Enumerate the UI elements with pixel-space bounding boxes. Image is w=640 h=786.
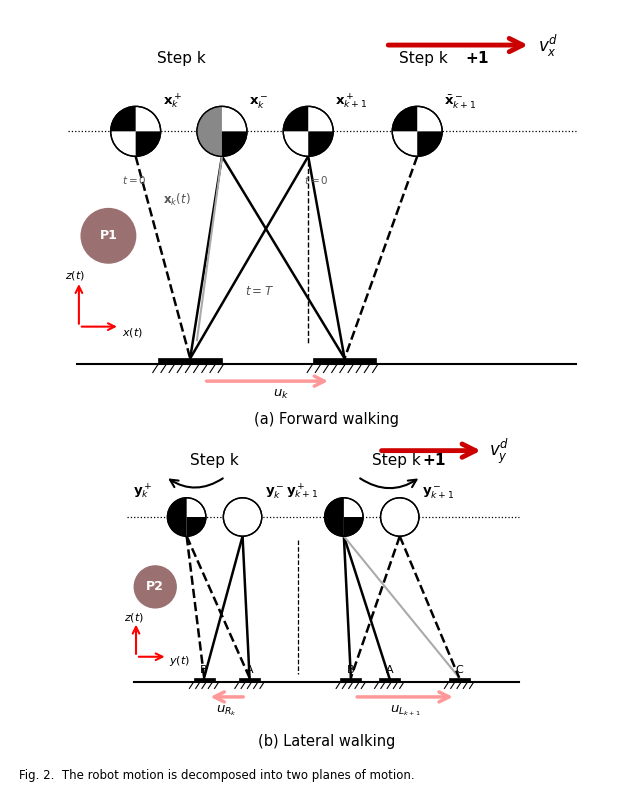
Text: $\mathbf{x}_k^-$: $\mathbf{x}_k^-$ bbox=[249, 95, 268, 111]
Text: (a) Forward walking: (a) Forward walking bbox=[254, 412, 399, 427]
Text: P2: P2 bbox=[147, 580, 164, 593]
Text: $\mathbf{+1}$: $\mathbf{+1}$ bbox=[465, 50, 489, 66]
Wedge shape bbox=[308, 131, 333, 156]
Wedge shape bbox=[197, 106, 222, 156]
Text: $\mathbf{y}_k^-$: $\mathbf{y}_k^-$ bbox=[265, 485, 285, 501]
Circle shape bbox=[392, 106, 442, 156]
Wedge shape bbox=[284, 106, 308, 131]
Text: (b) Lateral walking: (b) Lateral walking bbox=[258, 734, 395, 749]
Text: $u_{R_k}$: $u_{R_k}$ bbox=[216, 703, 237, 718]
Bar bbox=[379, 678, 400, 682]
Text: $v_y^d$: $v_y^d$ bbox=[489, 437, 509, 466]
Text: $\mathbf{x}_k^+$: $\mathbf{x}_k^+$ bbox=[163, 92, 182, 111]
Text: $\mathbf{x}_k(t)$: $\mathbf{x}_k(t)$ bbox=[163, 192, 191, 208]
Wedge shape bbox=[187, 517, 206, 536]
Circle shape bbox=[284, 106, 333, 156]
Wedge shape bbox=[136, 131, 161, 156]
Text: Step k: Step k bbox=[372, 453, 420, 468]
Text: $t=0$: $t=0$ bbox=[304, 174, 328, 185]
Wedge shape bbox=[111, 106, 136, 131]
Text: P1: P1 bbox=[99, 230, 117, 242]
Text: A: A bbox=[385, 665, 393, 675]
Bar bbox=[158, 358, 222, 364]
Bar bbox=[194, 678, 214, 682]
Text: $y(t)$: $y(t)$ bbox=[169, 655, 190, 668]
Bar bbox=[239, 678, 260, 682]
Text: $t=0$: $t=0$ bbox=[122, 174, 147, 185]
Circle shape bbox=[81, 208, 136, 263]
Text: $\mathbf{y}_{k+1}^+$: $\mathbf{y}_{k+1}^+$ bbox=[286, 483, 319, 501]
Wedge shape bbox=[324, 498, 344, 536]
Text: $z(t)$: $z(t)$ bbox=[124, 611, 144, 623]
Text: $z(t)$: $z(t)$ bbox=[65, 270, 85, 282]
Text: A: A bbox=[246, 665, 253, 675]
Text: $\mathbf{y}_{k+1}^-$: $\mathbf{y}_{k+1}^-$ bbox=[422, 485, 455, 501]
Wedge shape bbox=[417, 131, 442, 156]
Text: $t=T$: $t=T$ bbox=[244, 285, 274, 298]
Text: Step k: Step k bbox=[157, 51, 205, 66]
Circle shape bbox=[168, 498, 206, 536]
Text: C: C bbox=[455, 665, 463, 675]
Wedge shape bbox=[344, 517, 363, 536]
Circle shape bbox=[223, 498, 262, 536]
Wedge shape bbox=[168, 498, 187, 536]
Circle shape bbox=[111, 106, 161, 156]
Text: $u_{L_{k+1}}$: $u_{L_{k+1}}$ bbox=[390, 703, 420, 718]
Circle shape bbox=[197, 106, 247, 156]
Bar bbox=[340, 678, 362, 682]
Text: $u_k$: $u_k$ bbox=[273, 388, 289, 401]
Circle shape bbox=[324, 498, 363, 536]
Wedge shape bbox=[222, 131, 247, 156]
Text: $\mathbf{x}_{k+1}^+$: $\mathbf{x}_{k+1}^+$ bbox=[335, 92, 368, 111]
Wedge shape bbox=[392, 106, 417, 131]
Text: $x(t)$: $x(t)$ bbox=[122, 326, 143, 340]
Text: B: B bbox=[347, 665, 355, 675]
Text: B: B bbox=[200, 665, 208, 675]
Text: Step k: Step k bbox=[399, 51, 448, 66]
Text: $\bar{\mathbf{x}}_{k+1}^-$: $\bar{\mathbf{x}}_{k+1}^-$ bbox=[444, 94, 477, 111]
Bar bbox=[449, 678, 470, 682]
Text: $v_x^d$: $v_x^d$ bbox=[538, 33, 557, 59]
Text: Fig. 2.  The robot motion is decomposed into two planes of motion.: Fig. 2. The robot motion is decomposed i… bbox=[19, 769, 415, 782]
Text: $\mathbf{+1}$: $\mathbf{+1}$ bbox=[422, 452, 447, 468]
Bar bbox=[313, 358, 376, 364]
Circle shape bbox=[134, 566, 176, 608]
Text: Step k: Step k bbox=[190, 453, 239, 468]
Text: $\mathbf{y}_k^+$: $\mathbf{y}_k^+$ bbox=[132, 483, 152, 501]
Circle shape bbox=[381, 498, 419, 536]
